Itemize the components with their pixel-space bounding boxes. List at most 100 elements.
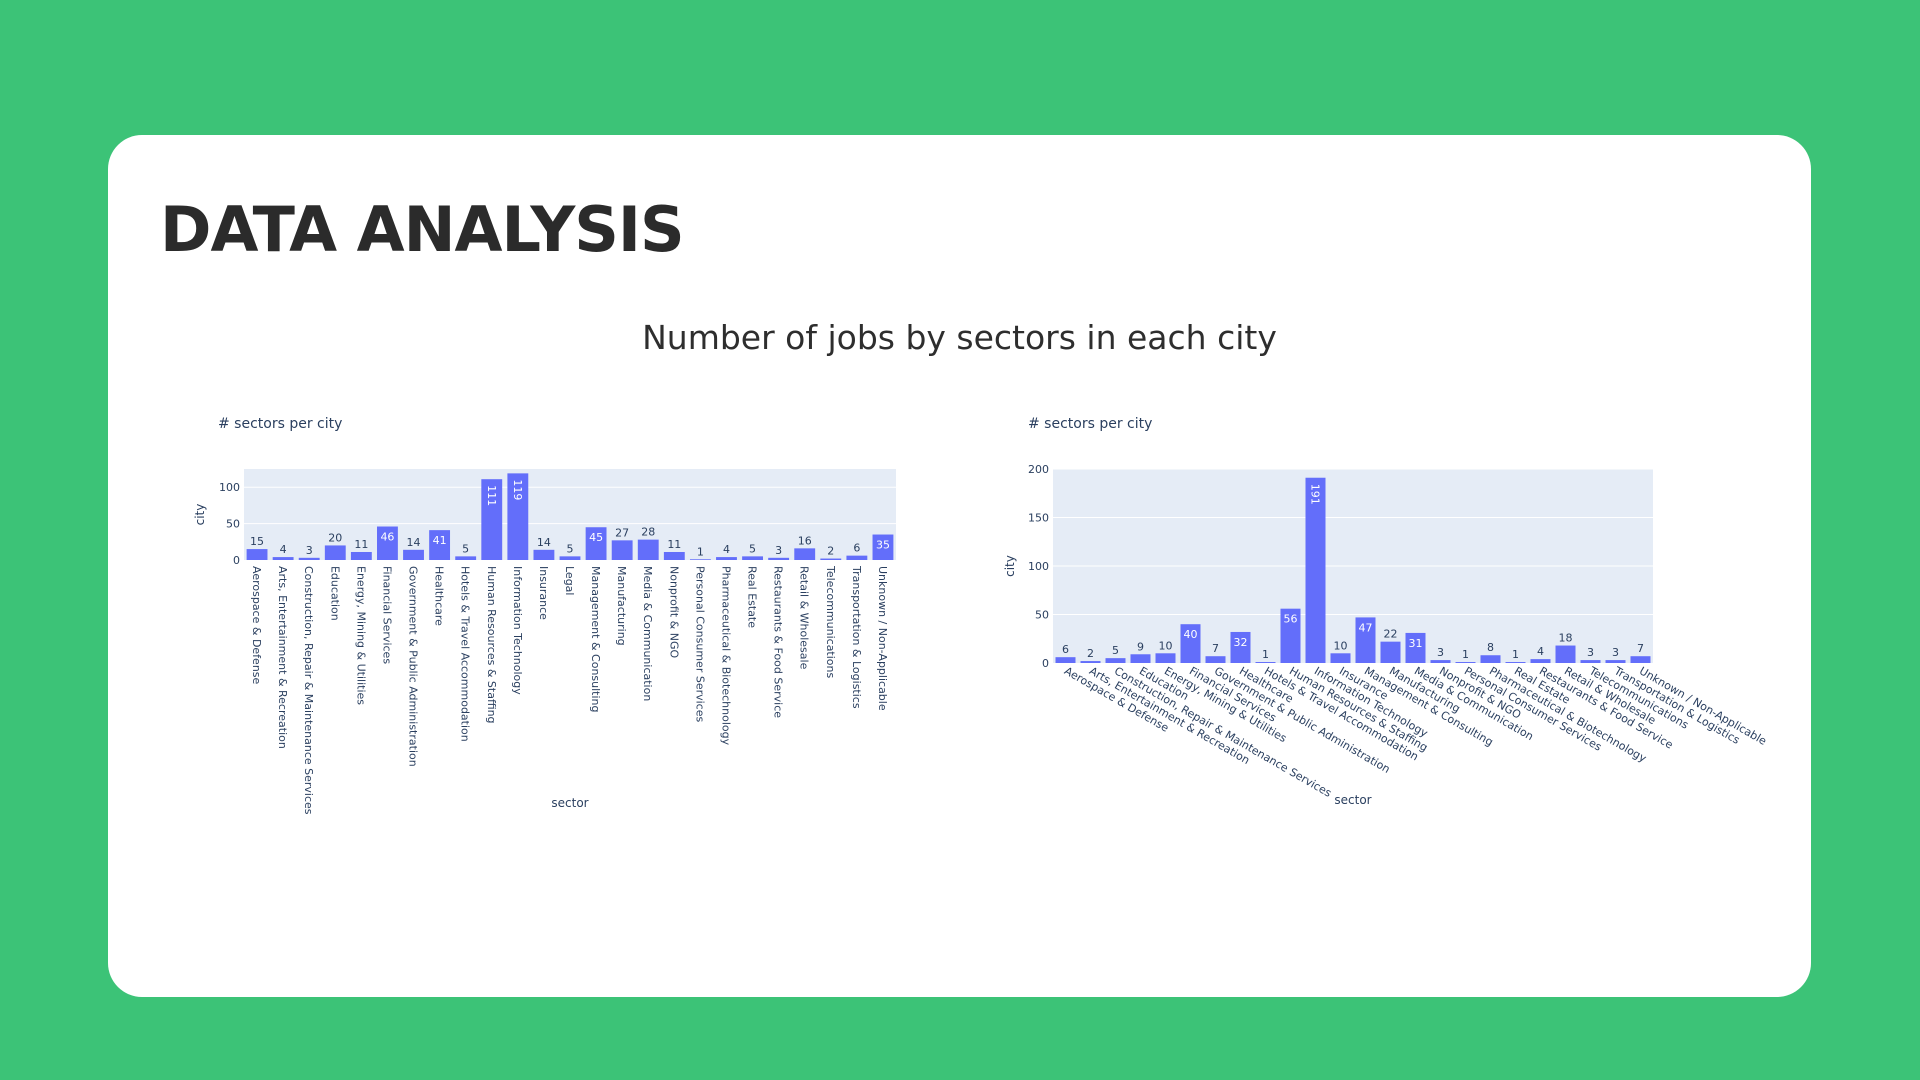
data-label: 5 [1112, 644, 1119, 657]
data-label: 6 [853, 542, 860, 555]
x-tick-label: Restaurants & Food Service [772, 566, 785, 718]
bar [1255, 662, 1276, 663]
x-tick-label: Financial Services [380, 566, 393, 664]
x-tick-label: Information Technology [511, 566, 524, 695]
x-tick-label: Human Resources & Staffing [485, 566, 498, 724]
bar [1180, 624, 1201, 663]
bar [1330, 653, 1351, 663]
bar [637, 539, 659, 560]
data-label: 1 [697, 545, 704, 558]
x-tick-label: Unknown / Non-Applicable [876, 566, 889, 711]
bar [429, 530, 451, 560]
plot-area [244, 469, 896, 560]
data-label: 7 [1637, 642, 1644, 655]
bar [1230, 631, 1251, 663]
bar [1280, 608, 1301, 663]
data-label: 41 [433, 534, 447, 547]
bar [1530, 659, 1551, 663]
bar [1455, 662, 1476, 663]
data-label: 4 [1537, 645, 1544, 658]
bar [1205, 656, 1226, 663]
data-label: 27 [615, 526, 629, 539]
data-label: 10 [1159, 639, 1173, 652]
data-label: 3 [775, 544, 782, 557]
y-tick-label: 50 [1035, 609, 1049, 622]
bar [1555, 645, 1576, 663]
y-axis-title: city [1003, 555, 1017, 577]
x-axis-title: sector [551, 796, 588, 810]
bar [768, 557, 790, 560]
bar [820, 558, 842, 560]
data-label: 1 [1462, 648, 1469, 661]
x-tick-label: Real Estate [746, 566, 759, 628]
chart-section-title: Number of jobs by sectors in each city [642, 318, 1277, 357]
bar [1130, 654, 1151, 663]
data-label: 8 [1487, 641, 1494, 654]
data-label: 47 [1359, 621, 1373, 634]
bar [742, 556, 763, 560]
bar [559, 556, 581, 560]
data-label: 46 [380, 531, 394, 544]
data-label: 7 [1212, 642, 1219, 655]
bar [846, 555, 868, 560]
y-tick-label: 150 [1028, 512, 1049, 525]
bar [1055, 657, 1076, 663]
data-label: 15 [250, 535, 264, 548]
data-label: 14 [537, 536, 551, 549]
data-label: 28 [641, 526, 655, 539]
data-label: 56 [1284, 613, 1298, 626]
bar [663, 551, 685, 560]
page-title: DATA ANALYSIS [160, 193, 685, 266]
x-tick-label: Nonprofit & NGO [667, 566, 680, 658]
x-tick-label: Healthcare [433, 566, 446, 626]
data-label: 1 [1262, 648, 1269, 661]
bar [1630, 656, 1651, 663]
data-label: 18 [1559, 632, 1573, 645]
data-label: 35 [876, 539, 890, 552]
x-tick-label: Arts, Entertainment & Recreation [276, 566, 289, 749]
x-tick-label: Management & Consulting [589, 566, 602, 713]
bar [1305, 477, 1326, 663]
y-tick-label: 100 [1028, 560, 1049, 573]
bar [585, 527, 607, 560]
x-tick-label: Hotels & Travel Accommodation [459, 566, 472, 742]
x-tick-label: Government & Public Administration [407, 566, 420, 767]
x-tick-label: Pharmaceutical & Biotechnology [719, 566, 732, 746]
data-label: 5 [462, 542, 469, 555]
y-tick-label: 100 [219, 481, 240, 494]
y-tick-label: 0 [1042, 657, 1049, 670]
bar [350, 551, 372, 560]
x-tick-label: Transportation & Logistics [850, 565, 863, 709]
data-label: 3 [306, 544, 313, 557]
bar [716, 557, 737, 560]
x-tick-label: Energy, Mining & Utilities [354, 566, 367, 705]
x-tick-label: Media & Communication [641, 566, 654, 701]
data-label: 4 [723, 543, 730, 556]
y-axis-title: city [193, 504, 207, 526]
data-label: 20 [328, 531, 342, 544]
bar [1605, 660, 1626, 663]
bar [872, 534, 894, 560]
data-label: 111 [485, 485, 498, 506]
y-tick-label: 50 [226, 518, 240, 531]
data-label: 14 [407, 536, 421, 549]
bar [611, 540, 633, 560]
data-label: 5 [567, 542, 574, 555]
chart-title: # sectors per city [1028, 416, 1152, 432]
data-label: 4 [280, 543, 287, 556]
data-label: 11 [667, 538, 681, 551]
data-label: 1 [1512, 648, 1519, 661]
data-label: 11 [354, 538, 368, 551]
bar [1430, 660, 1451, 663]
bar [298, 557, 320, 560]
x-axis-title: sector [1334, 793, 1371, 807]
bar [272, 557, 294, 560]
bar [1105, 658, 1126, 663]
data-label: 119 [511, 479, 524, 500]
data-label: 5 [749, 542, 756, 555]
data-label: 45 [589, 531, 603, 544]
bar [1480, 655, 1501, 663]
x-tick-label: Education [328, 566, 341, 621]
